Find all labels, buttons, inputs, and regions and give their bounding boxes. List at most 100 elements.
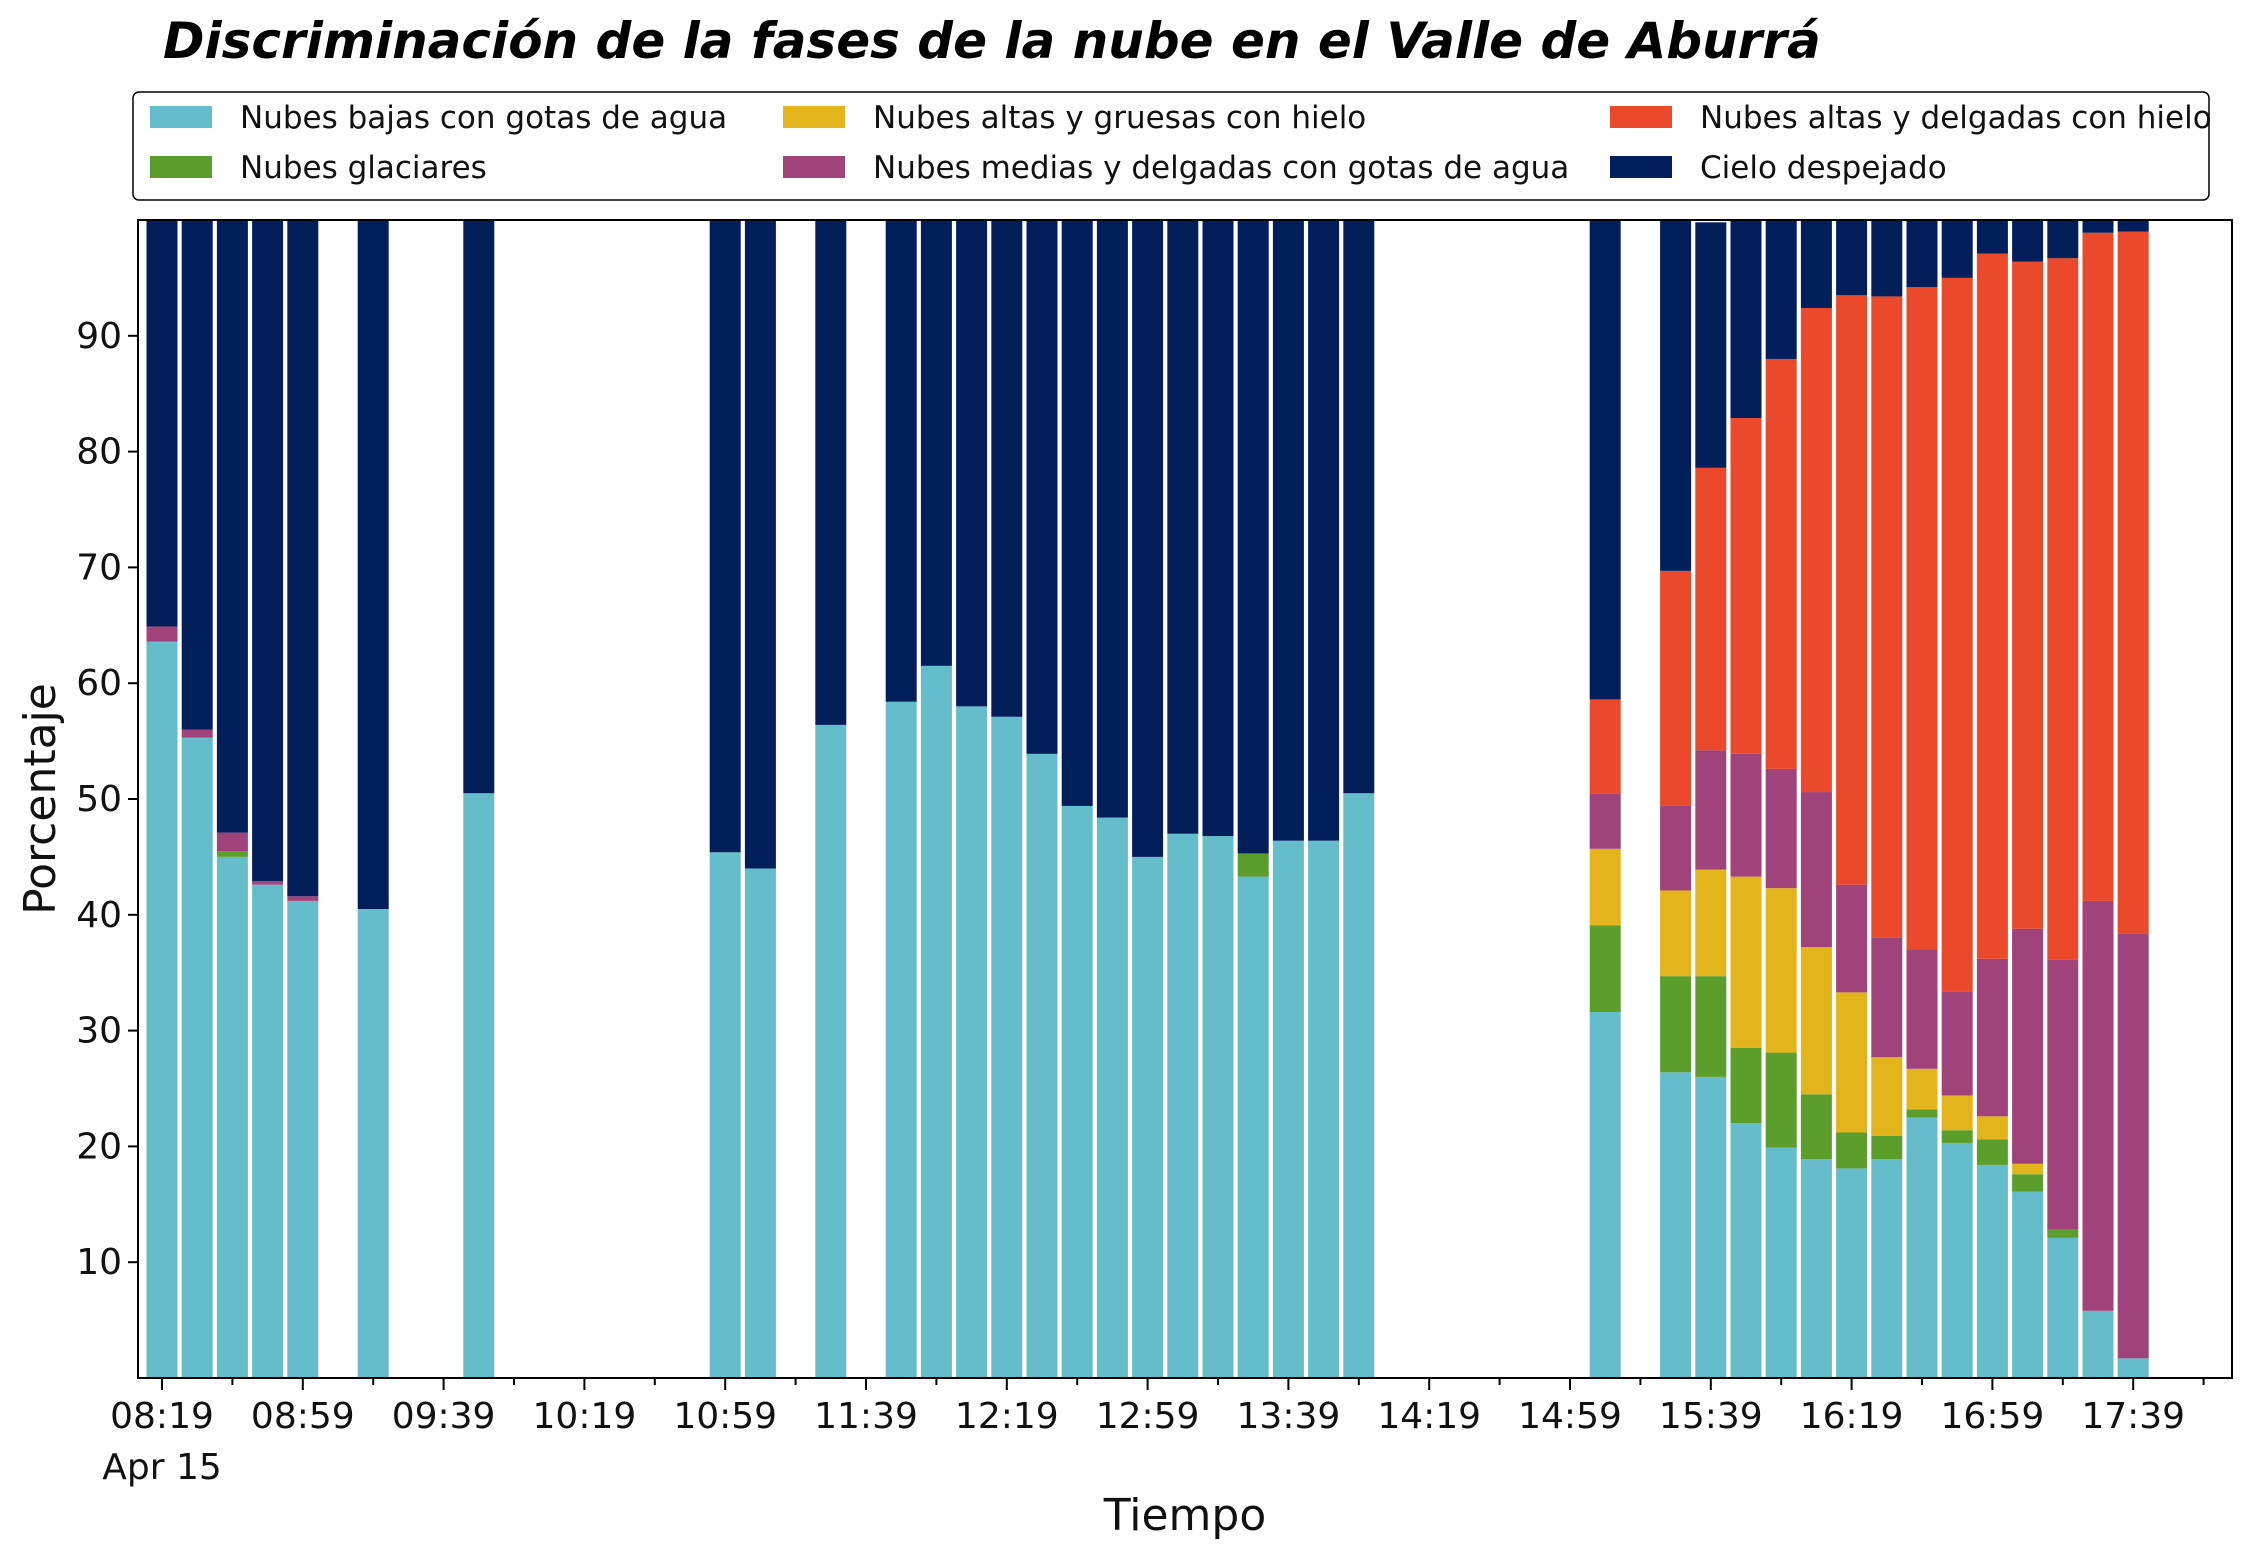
y-tick-label: 20 (76, 1126, 122, 1167)
y-tick-label: 50 (76, 779, 122, 820)
x-tick-label: 12:19 (955, 1396, 1059, 1437)
legend-swatch-nubes-glaciares (150, 156, 212, 178)
bar-segment-cielo-despejado-1609 (1800, 220, 1832, 309)
legend-swatch-nubes-medias-y-delgadas-con-gotas-de-agua (783, 156, 845, 178)
bar-segment-nubes-bajas-con-gotas-de-agua-1659 (1976, 1164, 2008, 1378)
bar-segment-nubes-glaciares-1719 (2047, 1229, 2079, 1238)
bar-segment-nubes-glaciares-1659 (1976, 1139, 2008, 1165)
bar-segment-cielo-despejado-1729 (2082, 220, 2114, 233)
bar-segment-nubes-bajas-con-gotas-de-agua-1709 (2012, 1191, 2044, 1378)
legend-swatch-cielo-despejado (1610, 156, 1672, 178)
bar-segment-cielo-despejado-0949 (463, 220, 495, 794)
bar-segment-cielo-despejado-0829 (181, 220, 213, 730)
bar-segment-nubes-medias-y-delgadas-con-gotas-de-agua-1609 (1800, 792, 1832, 948)
legend: Nubes bajas con gotas de agua Nubes glaci… (132, 91, 2212, 201)
x-date-label: Apr 15 (102, 1447, 222, 1488)
bar-segment-nubes-bajas-con-gotas-de-agua-0919 (357, 909, 389, 1378)
legend-swatch-nubes-altas-y-gruesas-con-hielo (783, 106, 845, 128)
legend-box (132, 91, 2210, 201)
chart-title: Discriminación de la fases de la nube en… (163, 12, 1821, 70)
bar-segment-nubes-altas-y-delgadas-con-hielo-1549 (1730, 418, 1762, 754)
bar-segment-nubes-altas-y-delgadas-con-hielo-1529 (1660, 570, 1692, 806)
bar-segment-nubes-glaciares-1629 (1871, 1135, 1903, 1160)
bar-segment-nubes-bajas-con-gotas-de-agua-1619 (1836, 1168, 1868, 1378)
bar-segment-cielo-despejado-1149 (885, 220, 917, 702)
bar-segment-nubes-altas-y-delgadas-con-hielo-1729 (2082, 232, 2114, 901)
bar-segment-nubes-altas-y-delgadas-con-hielo-1739 (2117, 231, 2149, 934)
bar-segment-nubes-glaciares-1649 (1941, 1130, 1973, 1143)
bar-segment-nubes-medias-y-delgadas-con-gotas-de-agua-0839 (216, 832, 248, 852)
bar-segment-nubes-medias-y-delgadas-con-gotas-de-agua-1719 (2047, 959, 2079, 1230)
bar-segment-cielo-despejado-1539 (1695, 222, 1727, 468)
bar-segment-nubes-bajas-con-gotas-de-agua-1559 (1765, 1147, 1797, 1378)
bar-segment-nubes-bajas-con-gotas-de-agua-1239 (1061, 805, 1093, 1378)
y-tick-label: 80 (76, 432, 122, 473)
bar-segment-nubes-glaciares-1609 (1800, 1094, 1832, 1160)
legend-label-nubes-medias-y-delgadas-con-gotas-de-agua: Nubes medias y delgadas con gotas de agu… (873, 150, 1569, 186)
bar-segment-cielo-despejado-1639 (1906, 220, 1938, 288)
x-tick-label: 08:59 (251, 1396, 355, 1437)
bar-segment-cielo-despejado-1359 (1343, 220, 1375, 794)
bar-segment-cielo-despejado-1219 (991, 220, 1023, 717)
bar-segment-nubes-bajas-con-gotas-de-agua-1209 (956, 706, 988, 1378)
bar-segment-nubes-bajas-con-gotas-de-agua-1739 (2117, 1358, 2149, 1378)
bar-segment-cielo-despejado-1719 (2047, 220, 2079, 259)
bar-segment-cielo-despejado-1209 (956, 220, 988, 707)
bar-segment-nubes-altas-y-gruesas-con-hielo-1609 (1800, 947, 1832, 1095)
bar-segment-nubes-altas-y-gruesas-con-hielo-1529 (1660, 890, 1692, 977)
bar-segment-nubes-medias-y-delgadas-con-gotas-de-agua-1559 (1765, 768, 1797, 889)
x-tick-label: 17:39 (2081, 1396, 2185, 1437)
bar-segment-nubes-medias-y-delgadas-con-gotas-de-agua-1509 (1589, 793, 1621, 849)
bar-segment-nubes-altas-y-gruesas-con-hielo-1509 (1589, 848, 1621, 926)
bar-segment-nubes-altas-y-gruesas-con-hielo-1639 (1906, 1068, 1938, 1110)
bar-segment-nubes-bajas-con-gotas-de-agua-1339 (1272, 840, 1304, 1378)
x-axis: 08:19 08:59 09:39 10:19 10:59 11:39 12:19 12:59… (110, 1378, 2205, 1437)
legend-label-nubes-altas-y-delgadas-con-hielo: Nubes altas y delgadas con hielo (1700, 100, 2212, 136)
bar-segment-nubes-altas-y-delgadas-con-hielo-1609 (1800, 308, 1832, 793)
bar-segment-cielo-despejado-1229 (1026, 220, 1058, 754)
bar-segment-cielo-despejado-0849 (252, 220, 284, 882)
bar-segment-cielo-despejado-1739 (2117, 220, 2149, 232)
bar-segment-nubes-bajas-con-gotas-de-agua-1309 (1167, 833, 1199, 1378)
bars-group (146, 220, 2149, 1378)
bar-segment-nubes-altas-y-gruesas-con-hielo-1559 (1765, 888, 1797, 1053)
bar-segment-nubes-bajas-con-gotas-de-agua-1649 (1941, 1142, 1973, 1378)
bar-segment-nubes-bajas-con-gotas-de-agua-1109 (744, 868, 776, 1378)
y-tick-label: 30 (76, 1011, 122, 1052)
bar-segment-nubes-bajas-con-gotas-de-agua-1129 (815, 724, 847, 1378)
bar-segment-nubes-bajas-con-gotas-de-agua-1609 (1800, 1159, 1832, 1378)
bar-segment-cielo-despejado-0859 (287, 220, 319, 897)
bar-segment-nubes-altas-y-delgadas-con-hielo-1639 (1906, 287, 1938, 950)
bar-segment-cielo-despejado-1619 (1836, 220, 1868, 296)
y-tick-label: 70 (76, 547, 122, 588)
bar-segment-nubes-bajas-con-gotas-de-agua-1539 (1695, 1076, 1727, 1378)
bar-segment-nubes-glaciares-1559 (1765, 1052, 1797, 1148)
bar-segment-nubes-medias-y-delgadas-con-gotas-de-agua-1639 (1906, 949, 1938, 1069)
bar-segment-nubes-medias-y-delgadas-con-gotas-de-agua-0849 (252, 881, 284, 885)
bar-segment-cielo-despejado-1059 (709, 220, 741, 853)
x-tick-label: 16:59 (1941, 1396, 2045, 1437)
bar-segment-nubes-bajas-con-gotas-de-agua-1219 (991, 716, 1023, 1378)
bar-segment-nubes-altas-y-gruesas-con-hielo-1649 (1941, 1095, 1973, 1131)
bar-segment-nubes-bajas-con-gotas-de-agua-1529 (1660, 1072, 1692, 1378)
bar-segment-nubes-glaciares-1509 (1589, 925, 1621, 1013)
bar-segment-nubes-altas-y-gruesas-con-hielo-1549 (1730, 876, 1762, 1048)
x-tick-label: 13:39 (1237, 1396, 1341, 1437)
bar-segment-nubes-bajas-con-gotas-de-agua-1639 (1906, 1117, 1938, 1378)
bar-segment-nubes-bajas-con-gotas-de-agua-1249 (1096, 817, 1128, 1378)
y-axis: 10 20 30 40 50 60 70 80 90 (76, 316, 138, 1283)
bar-segment-nubes-medias-y-delgadas-con-gotas-de-agua-1629 (1871, 937, 1903, 1058)
bar-segment-cielo-despejado-1649 (1941, 220, 1973, 278)
bar-segment-nubes-altas-y-delgadas-con-hielo-1709 (2012, 261, 2044, 929)
bar-segment-nubes-medias-y-delgadas-con-gotas-de-agua-1539 (1695, 750, 1727, 870)
legend-swatch-nubes-altas-y-delgadas-con-hielo (1610, 106, 1672, 128)
bar-segment-nubes-medias-y-delgadas-con-gotas-de-agua-0829 (181, 729, 213, 738)
bar-segment-cielo-despejado-1529 (1660, 220, 1692, 571)
x-tick-label: 14:19 (1377, 1396, 1481, 1437)
x-tick-label: 10:59 (673, 1396, 777, 1437)
bar-segment-cielo-despejado-1159 (920, 220, 952, 666)
bar-segment-nubes-altas-y-gruesas-con-hielo-1709 (2012, 1163, 2044, 1175)
bar-segment-nubes-medias-y-delgadas-con-gotas-de-agua-1649 (1941, 991, 1973, 1096)
bar-segment-cielo-despejado-1549 (1730, 220, 1762, 419)
bar-segment-nubes-bajas-con-gotas-de-agua-1059 (709, 852, 741, 1378)
